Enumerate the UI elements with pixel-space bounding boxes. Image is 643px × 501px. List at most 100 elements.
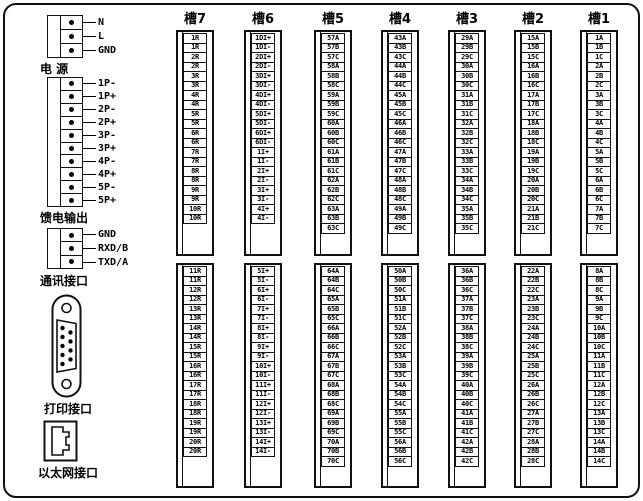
pin-label: 2P+ [98,117,117,128]
pin-label: TXD/A [98,256,129,268]
slot-header-3: 槽3 [455,12,479,27]
power-connector: N L GND [47,15,116,58]
wire-line [83,108,96,111]
slot-header-1: 槽1 [587,12,611,27]
terminal-block-gutter [383,265,388,486]
wire-line [83,35,96,38]
pin-dot-icon [69,133,74,139]
terminal-cell: 21C [521,223,545,234]
ethernet-port-caption: 以太网接口 [38,466,99,480]
slot-header-7: 槽7 [183,12,207,27]
pin-label: L [98,30,105,42]
slot-5-bottom-terminal-block: 64A 64B 64C 65A 65B 65C 66A 66B 66C 67A 67B 67C 68A 6… [314,263,352,488]
comm-port-caption: 通讯接口 [40,274,89,288]
pin-dot-icon [69,245,74,251]
pin-label: GND [98,229,117,241]
terminal-cell: 10R [183,213,207,224]
pin-label: N [98,16,105,28]
pin-wire-row: RXD/B [83,242,128,256]
connector-pin [61,104,82,117]
pin-wire-row: 1P+ [83,90,116,103]
terminal-block-gutter [450,265,455,486]
connector-pin [61,181,82,195]
wire-line [83,160,96,163]
pin-label: 3P+ [98,143,117,154]
wire-line [83,247,96,250]
pin-wire-row: N [83,15,116,29]
connector-body [47,228,83,269]
terminal-cell: 42C [455,456,479,467]
slot-header-6: 槽6 [251,12,275,27]
terminal-block-gutter [516,32,521,254]
slot-3-top-terminal-block: 29A 29B 29C 30A 30B 30C 31A 31B 31C 32A 32B 32C 33A 3… [448,30,486,256]
wire-line [83,50,96,52]
wire-line [83,95,96,98]
slot-4-top-terminal-block: 43A 43B 43C 44A 44B 44C 45A 45B 45C 46A 46B 46C 47A 4… [381,30,419,256]
power-caption: 电 源 [40,62,69,76]
connector-pin [61,30,82,44]
slot-7-top-terminal-block: 1R 1R 2R 2R 3R 3R 4R 4R 5R 5R 6R 6R 7R 7R 8R 8R 9R 9R 10R 1… [176,30,214,256]
pin-dot-icon [69,171,74,177]
slot-7-bottom-terminal-block: 11R 11R 12R 12R 13R 13R 14R 14R 15R 15R 16R 16R 17R 1… [176,263,214,488]
connector-pin [61,16,82,30]
rj45-connector-icon [43,420,78,462]
slot-1-bottom-terminal-block: 8A 8B 8C 9A 9B 9C 10A 10B 10C 11A 11B 11C 12A 12B 12C 1… [580,263,618,488]
connector-flange [48,16,61,57]
pin-label: GND [98,45,117,57]
terminal-block-gutter [246,32,251,254]
terminal-block-gutter [246,265,251,486]
pin-dot-icon [69,232,74,238]
connector-pin [61,155,82,169]
slot-3-bottom-terminal-block: 36A 36B 36C 37A 37B 37C 38A 38B 38C 39A 39B 39C 40A 4… [448,263,486,488]
pin-dot-icon [69,197,74,203]
terminal-cell: 4I- [251,213,275,224]
terminal-cell: 63C [321,223,345,234]
connector-pin [61,194,82,206]
pin-wire-row: 4P+ [83,168,116,181]
pin-label: 1P+ [98,91,117,102]
connector-pin [61,130,82,143]
terminal-block-gutter [450,32,455,254]
connector-pin [61,44,82,57]
terminal-cell: 7C [587,223,611,234]
slot-1-top-terminal-block: 1A 1B 1C 2A 2B 2C 3A 3B 3C 4A 4B 4C 5A 5B 5C 6A 6B 6C 7A 7B… [580,30,618,256]
connector-flange [48,78,61,206]
connector-pin [61,78,82,91]
slot-header-5: 槽5 [321,12,345,27]
pin-wire-row: 1P- [83,77,116,90]
pin-wire-row: 4P- [83,155,116,168]
printer-port-caption: 打印接口 [44,402,93,416]
slot-2-top-terminal-block: 15A 15B 15C 16A 16B 16C 17A 17B 17C 18A 18B 18C 19A 1… [514,30,552,256]
wire-line [83,147,96,150]
wire-line [83,134,96,137]
terminal-block-gutter [516,265,521,486]
pin-wire-row: 3P- [83,129,116,142]
pin-dot-icon [69,107,74,113]
wire-line [83,82,96,85]
terminal-cell: 56C [388,456,412,467]
pin-label: 4P+ [98,169,117,180]
pin-dot-icon [69,184,74,190]
slot-4-bottom-terminal-block: 50A 50B 50C 51A 51B 51C 52A 52B 52C 53A 53B 53C 54A 5… [381,263,419,488]
pin-label: 5P- [98,182,117,193]
terminal-block-gutter [316,265,321,486]
terminal-cell: 20R [183,446,207,457]
pin-dot-icon [69,34,74,39]
db9-connector-icon [51,294,82,398]
connector-body [47,15,83,58]
connector-pin [61,242,82,256]
pin-wire-row: 5P- [83,181,116,194]
connector-pin [61,256,82,268]
slot-6-top-terminal-block: 1DI+ 1DI- 2DI+ 2DI- 3DI+ 3DI- 4DI+ 4DI- 5DI+ 5DI-… [244,30,282,256]
slot-5-top-terminal-block: 57A 57B 57C 58A 58B 58C 59A 59B 59C 60A 60B 60C 61A 6… [314,30,352,256]
wire-line [83,186,96,189]
connector-pin [61,91,82,104]
connector-pin [61,229,82,243]
pin-label: RXD/B [98,243,129,254]
connector-pin [61,117,82,130]
terminal-block-gutter [582,265,587,486]
connector-pin [61,143,82,156]
wire-line [83,21,96,23]
feed-output-caption: 馈电输出 [40,211,89,225]
